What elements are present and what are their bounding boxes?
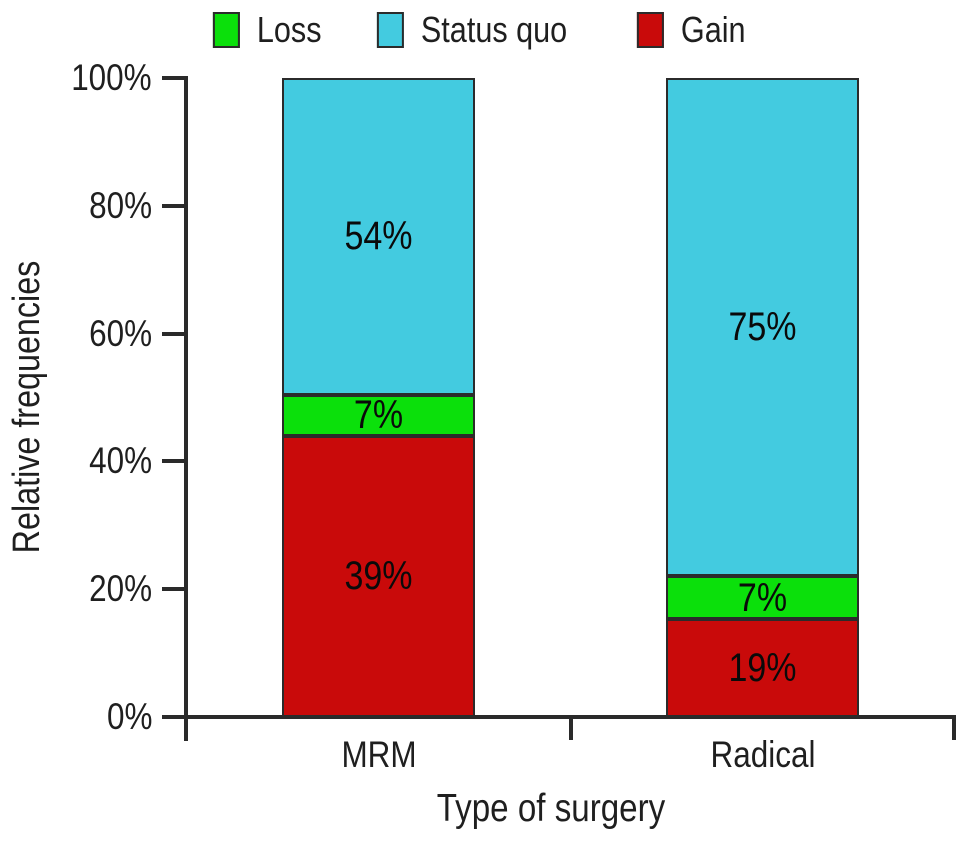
x-tick [184, 715, 188, 740]
bar-segment-loss-radical [666, 576, 859, 620]
y-tick [162, 331, 184, 336]
legend-label: Status quo [420, 9, 567, 50]
y-tick-label: 80% [89, 184, 152, 226]
bar-segment-status-quo-mrm [282, 78, 475, 395]
segment-label-loss-radical: 7% [737, 575, 788, 620]
bar-segment-gain-radical [666, 619, 859, 717]
x-tick [951, 715, 956, 740]
legend-item-loss: Loss [212, 9, 332, 51]
y-tick-label: 100% [71, 57, 152, 98]
x-category-label-radical: Radical [710, 734, 815, 775]
legend-swatch-loss-icon [212, 12, 240, 48]
y-tick-label: 20% [89, 568, 152, 610]
y-tick-label: 60% [89, 312, 152, 354]
legend-swatch-gain-icon [636, 12, 664, 48]
x-axis-title: Type of surgery [436, 787, 666, 830]
chart-legend: Loss Status quo Gain [212, 9, 756, 51]
x-tick [568, 715, 573, 740]
legend-item-gain: Gain [636, 9, 757, 51]
segment-label-status-quo-radical: 75% [728, 305, 797, 350]
y-axis-line [184, 76, 188, 741]
legend-item-status-quo: Status quo [376, 9, 592, 51]
bar-segment-gain-mrm [282, 435, 475, 717]
y-tick [162, 203, 184, 208]
legend-label: Gain [680, 9, 746, 50]
y-tick [162, 76, 184, 80]
y-tick [162, 459, 184, 464]
y-tick-label: 0% [106, 696, 152, 737]
segment-label-gain-mrm: 39% [344, 554, 413, 599]
legend-swatch-status-quo-icon [376, 12, 404, 48]
legend-label: Loss [256, 9, 322, 50]
x-category-label-mrm: MRM [340, 734, 417, 775]
bar-segment-status-quo-radical [666, 78, 859, 577]
segment-label-loss-mrm: 7% [353, 393, 404, 438]
y-tick [162, 715, 184, 719]
y-tick [162, 587, 184, 592]
bar-segment-loss-mrm [282, 394, 475, 436]
segment-label-gain-radical: 19% [728, 646, 797, 691]
segment-label-status-quo-mrm: 54% [344, 214, 413, 259]
y-tick-label: 40% [89, 440, 152, 482]
